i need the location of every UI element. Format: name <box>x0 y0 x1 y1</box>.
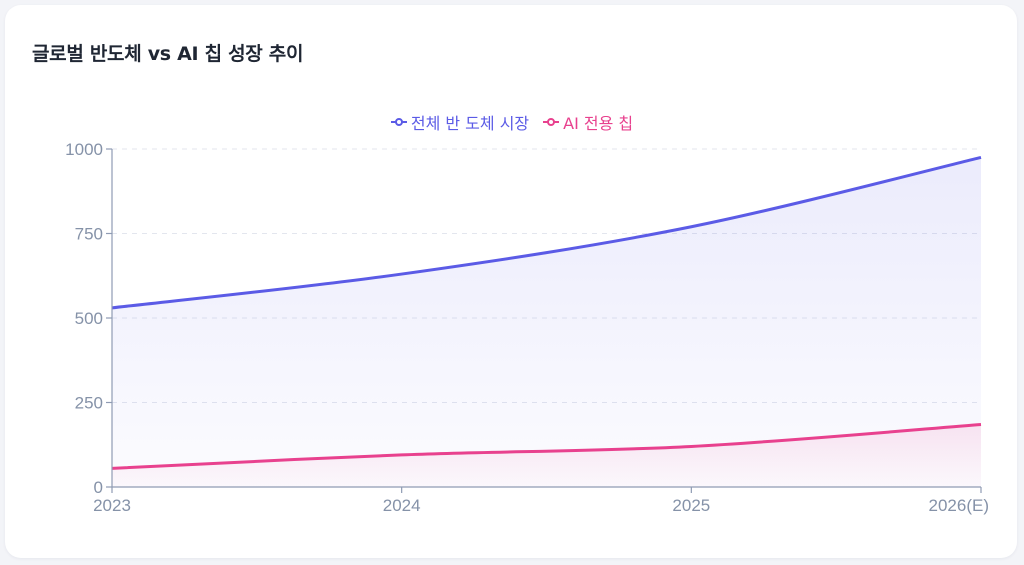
chart-legend: 전체 반 도체 시장 AI 전용 칩 <box>0 110 1024 134</box>
y-tick-label: 1000 <box>65 140 103 159</box>
y-tick-label: 250 <box>75 394 103 413</box>
area-ai-chip <box>112 424 981 487</box>
y-tick-label: 0 <box>94 478 103 497</box>
legend-label: AI 전용 칩 <box>563 114 634 133</box>
area-total-market <box>112 157 981 487</box>
line-circle-icon <box>390 118 407 126</box>
line-ai-chip[interactable] <box>111 422 982 470</box>
x-tick-label: 2025 <box>672 496 710 515</box>
line-total-market[interactable] <box>111 155 982 310</box>
chart-title: 글로벌 반도체 vs AI 칩 성장 추이 <box>32 43 304 65</box>
line-circle-icon <box>543 118 560 126</box>
legend-item-ai-chip[interactable]: AI 전용 칩 <box>543 110 633 134</box>
legend-label: 전체 반 도체 시장 <box>410 114 530 133</box>
x-tick-label: 2023 <box>93 496 131 515</box>
x-tick-label: 2026(E) <box>929 496 989 515</box>
axes: 0 250 500 750 1000 2023 2024 2025 2026(E) <box>65 140 989 515</box>
y-tick-label: 750 <box>75 225 103 244</box>
legend-item-total-market[interactable]: 전체 반 도체 시장 <box>390 110 530 134</box>
x-tick-label: 2024 <box>383 496 421 515</box>
y-tick-label: 500 <box>75 309 103 328</box>
